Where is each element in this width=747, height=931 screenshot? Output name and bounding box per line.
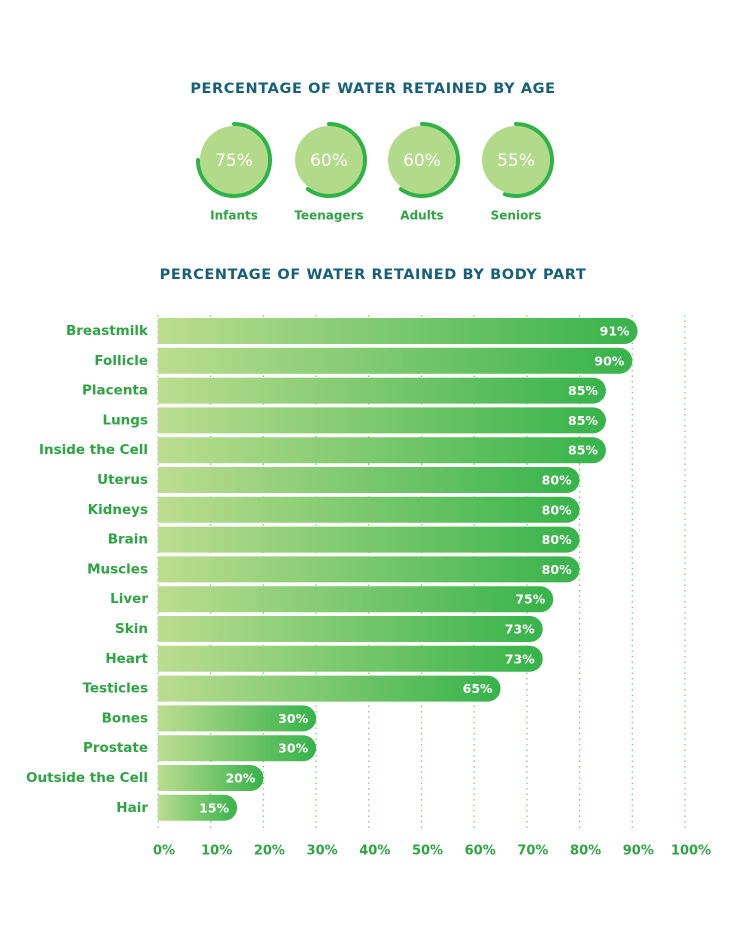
category-label: Bones xyxy=(102,710,148,726)
category-label: Uterus xyxy=(97,472,148,488)
value-label: 85% xyxy=(568,443,598,458)
x-tick-label: 90% xyxy=(623,844,654,859)
donut-fill xyxy=(482,126,550,194)
donut-value: 55% xyxy=(497,151,535,171)
category-label: Breastmilk xyxy=(66,323,149,339)
bar xyxy=(158,735,317,762)
x-tick-label: 50% xyxy=(412,844,443,859)
bar xyxy=(158,675,501,702)
bar xyxy=(158,318,638,344)
x-tick-label: 60% xyxy=(465,844,496,859)
value-label: 15% xyxy=(199,800,229,815)
value-label: 80% xyxy=(542,562,572,577)
category-label: Liver xyxy=(110,591,148,607)
donut-category: Teenagers xyxy=(294,209,363,223)
category-label: Skin xyxy=(115,621,148,637)
x-tick-label: 0% xyxy=(153,844,175,859)
bar xyxy=(158,765,264,791)
bar xyxy=(158,705,317,732)
value-label: 75% xyxy=(515,592,545,607)
category-label: Kidneys xyxy=(88,502,148,518)
x-tick-label: 30% xyxy=(307,844,338,859)
x-tick-label: 10% xyxy=(201,844,232,859)
body-title: PERCENTAGE OF WATER RETAINED BY BODY PAR… xyxy=(160,267,587,283)
bar xyxy=(158,377,606,404)
value-label: 73% xyxy=(505,651,535,666)
donut-fill xyxy=(295,126,363,194)
bar xyxy=(158,586,554,613)
category-label: Muscles xyxy=(87,561,148,577)
value-label: 90% xyxy=(594,353,624,368)
value-label: 91% xyxy=(600,324,630,339)
value-label: 80% xyxy=(542,532,572,547)
donut-category: Adults xyxy=(400,209,443,223)
x-tick-label: 20% xyxy=(254,844,285,859)
age-title: PERCENTAGE OF WATER RETAINED BY AGE xyxy=(190,81,555,97)
value-label: 85% xyxy=(568,383,598,398)
category-label: Hair xyxy=(116,800,148,816)
donut-category: Infants xyxy=(210,209,258,223)
category-label: Inside the Cell xyxy=(39,442,148,458)
bar xyxy=(158,526,580,553)
x-tick-label: 100% xyxy=(671,844,711,859)
value-label: 80% xyxy=(542,473,572,488)
donut-value: 75% xyxy=(215,151,253,171)
donut-arc xyxy=(398,122,460,198)
bar xyxy=(158,407,606,434)
bar xyxy=(158,556,580,583)
donut-category: Seniors xyxy=(491,209,542,223)
donut-value: 60% xyxy=(310,151,348,171)
bar xyxy=(158,616,543,642)
x-tick-label: 80% xyxy=(570,844,601,859)
category-label: Heart xyxy=(105,651,148,667)
bar xyxy=(158,794,238,821)
x-tick-label: 70% xyxy=(517,844,548,859)
bar xyxy=(158,467,580,493)
value-label: 85% xyxy=(568,413,598,428)
category-label: Lungs xyxy=(102,412,148,428)
value-label: 65% xyxy=(463,681,493,696)
value-label: 20% xyxy=(225,771,255,786)
donut-fill xyxy=(388,126,456,194)
value-label: 30% xyxy=(278,711,308,726)
donut-arc xyxy=(305,122,367,198)
x-tick-label: 40% xyxy=(359,844,390,859)
bar xyxy=(158,496,580,523)
value-label: 80% xyxy=(542,502,572,517)
category-label: Testicles xyxy=(82,681,148,697)
bar xyxy=(158,437,606,464)
value-label: 73% xyxy=(505,622,535,637)
category-label: Placenta xyxy=(82,383,148,399)
donut-arc xyxy=(196,122,272,198)
donut-value: 60% xyxy=(403,151,441,171)
bar xyxy=(158,347,633,374)
bar xyxy=(158,645,543,672)
donut-fill xyxy=(200,126,268,194)
donut-arc xyxy=(502,122,554,198)
category-label: Outside the Cell xyxy=(26,770,148,786)
value-label: 30% xyxy=(278,741,308,756)
category-label: Prostate xyxy=(83,740,148,756)
category-label: Follicle xyxy=(94,353,148,369)
category-label: Brain xyxy=(108,532,148,548)
